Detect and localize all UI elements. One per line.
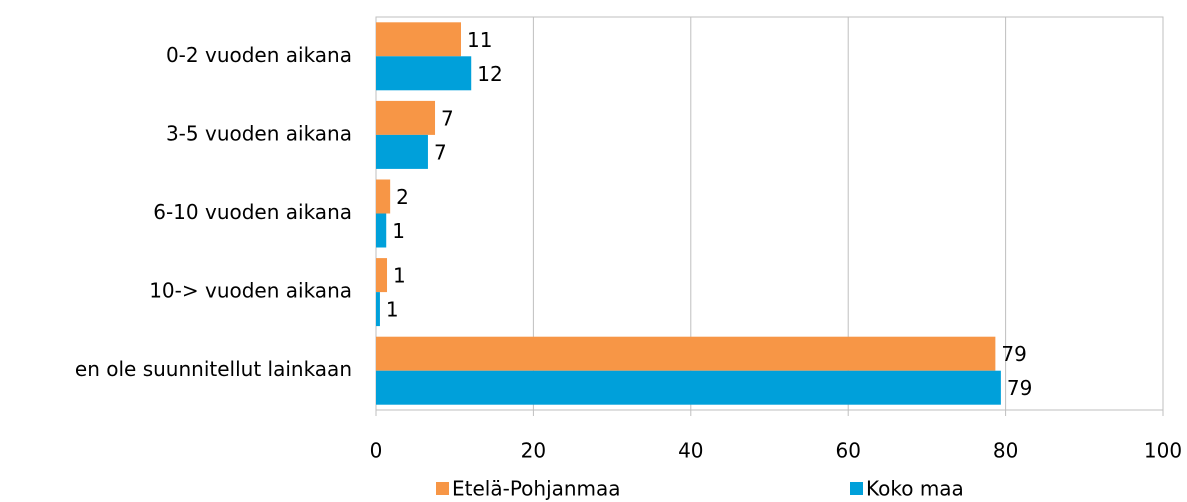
bar <box>376 100 436 135</box>
bar <box>376 370 1001 405</box>
x-tick-label: 40 <box>678 439 703 463</box>
bar <box>376 22 461 57</box>
data-label: 1 <box>392 219 405 243</box>
x-tick-label: 80 <box>993 439 1018 463</box>
bar <box>376 258 388 293</box>
data-label: 7 <box>441 106 454 130</box>
data-label: 79 <box>1007 376 1032 400</box>
x-tick-label: 20 <box>521 439 546 463</box>
bar <box>376 56 472 91</box>
y-tick-label: 3-5 vuoden aikana <box>166 121 352 145</box>
data-label: 1 <box>393 264 406 288</box>
bar <box>376 336 996 371</box>
bar <box>376 213 387 248</box>
x-tick-label: 60 <box>835 439 860 463</box>
data-label: 7 <box>434 140 447 164</box>
data-label: 1 <box>386 298 399 322</box>
legend-swatch <box>850 482 863 495</box>
data-label: 12 <box>477 62 502 86</box>
bar <box>376 292 380 327</box>
y-tick-label: 0-2 vuoden aikana <box>166 43 352 67</box>
x-tick-label: 0 <box>370 439 383 463</box>
y-tick-label: 6-10 vuoden aikana <box>153 200 352 224</box>
bar <box>376 134 428 169</box>
y-tick-label: 10-> vuoden aikana <box>149 279 352 303</box>
legend-label: Etelä-Pohjanmaa <box>452 477 621 501</box>
bar <box>376 179 391 214</box>
data-label: 2 <box>396 185 409 209</box>
data-label: 79 <box>1001 342 1026 366</box>
y-tick-label: en ole suunnitellut lainkaan <box>75 357 352 381</box>
data-label: 11 <box>467 28 492 52</box>
legend-label: Koko maa <box>866 477 964 501</box>
legend-swatch <box>436 482 449 495</box>
x-tick-label: 100 <box>1144 439 1182 463</box>
